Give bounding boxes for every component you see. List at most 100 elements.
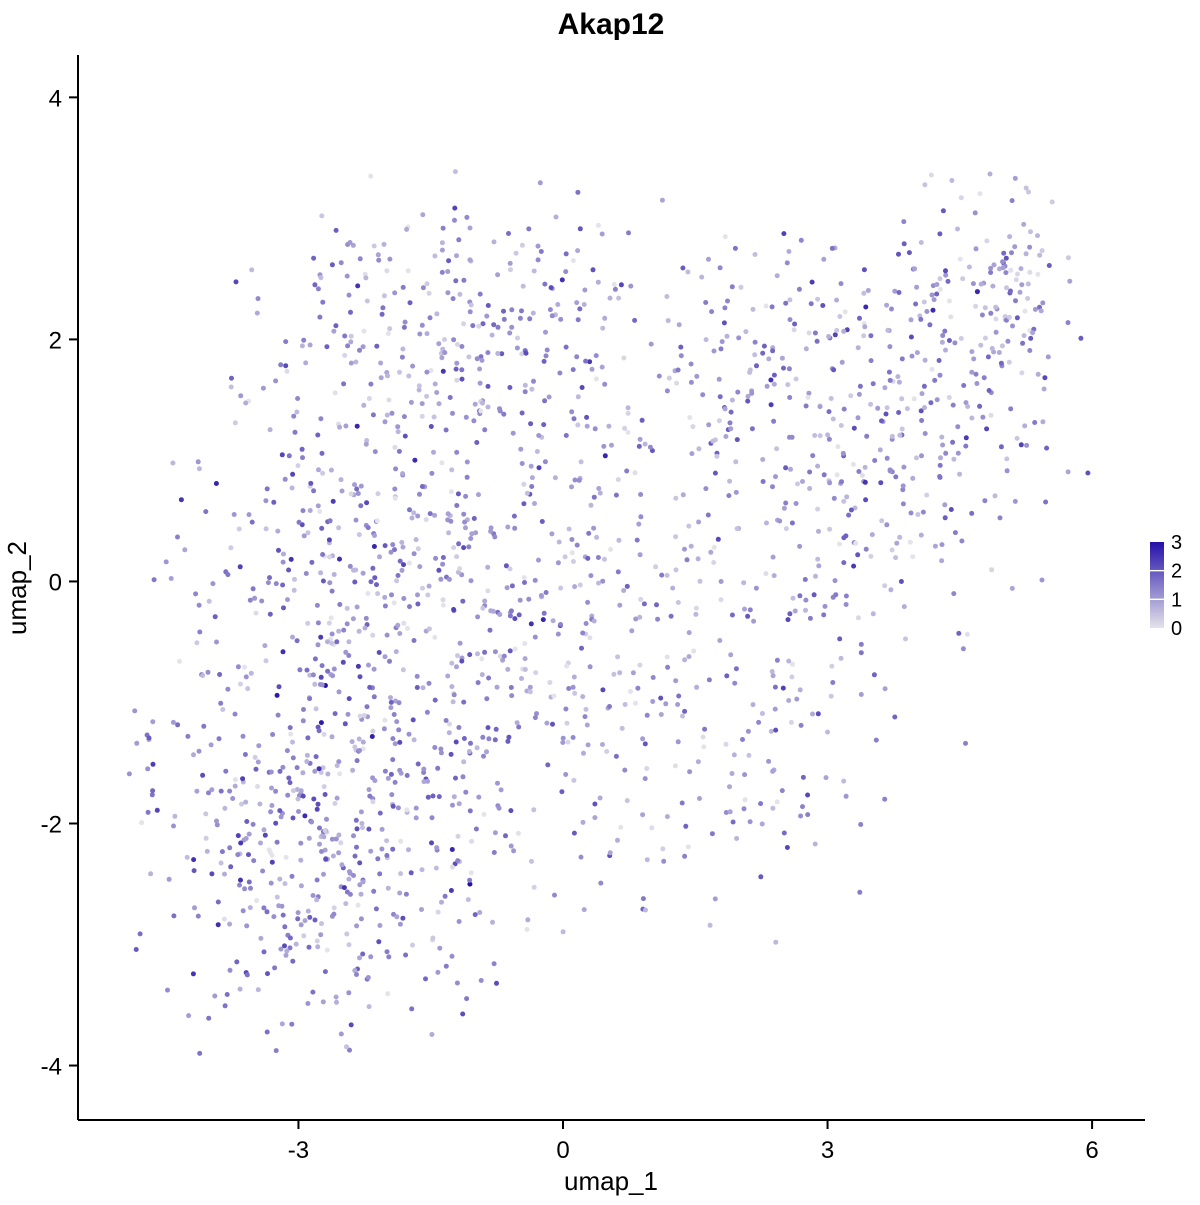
data-point bbox=[848, 507, 854, 513]
data-point bbox=[352, 744, 358, 750]
data-point bbox=[510, 430, 516, 436]
data-point bbox=[937, 474, 943, 479]
data-point bbox=[861, 290, 867, 296]
data-point bbox=[541, 610, 547, 616]
legend-tick-label: 3 bbox=[1171, 532, 1182, 554]
data-point bbox=[348, 309, 353, 315]
data-point bbox=[424, 331, 430, 337]
data-point bbox=[372, 778, 378, 784]
data-point bbox=[334, 763, 340, 769]
data-point bbox=[268, 769, 274, 775]
data-point bbox=[474, 440, 480, 445]
data-point bbox=[315, 944, 321, 950]
data-point bbox=[451, 545, 457, 551]
data-point bbox=[955, 424, 961, 430]
data-point bbox=[939, 542, 945, 548]
data-point bbox=[542, 398, 548, 404]
data-point bbox=[461, 277, 467, 283]
data-point bbox=[741, 580, 747, 586]
data-point bbox=[858, 650, 864, 656]
data-point bbox=[203, 811, 209, 817]
data-point bbox=[625, 410, 631, 416]
data-point bbox=[535, 257, 541, 263]
data-point bbox=[526, 596, 532, 602]
data-point bbox=[394, 578, 400, 584]
data-point bbox=[509, 307, 515, 313]
data-point bbox=[543, 353, 549, 359]
data-point bbox=[560, 735, 566, 741]
data-point bbox=[522, 389, 528, 395]
data-point bbox=[517, 315, 523, 321]
data-point bbox=[380, 305, 386, 311]
data-point bbox=[324, 816, 329, 822]
data-point bbox=[607, 850, 613, 856]
data-point bbox=[581, 750, 586, 756]
data-point bbox=[558, 585, 564, 591]
data-point bbox=[679, 800, 685, 806]
data-point bbox=[354, 486, 360, 492]
data-point bbox=[1009, 585, 1015, 591]
data-point bbox=[512, 646, 518, 652]
data-point bbox=[576, 477, 582, 483]
data-point bbox=[732, 245, 738, 251]
data-point bbox=[522, 667, 528, 672]
data-point bbox=[939, 434, 945, 440]
data-point bbox=[415, 513, 421, 519]
data-point bbox=[781, 365, 786, 371]
data-point bbox=[461, 321, 467, 327]
data-point bbox=[393, 649, 399, 655]
data-point bbox=[805, 812, 811, 818]
data-point bbox=[283, 952, 289, 958]
data-point bbox=[438, 746, 444, 752]
data-point bbox=[536, 557, 541, 563]
data-point bbox=[318, 674, 324, 680]
data-point bbox=[1067, 278, 1073, 284]
data-point bbox=[273, 1048, 279, 1054]
data-point bbox=[842, 309, 848, 315]
data-point bbox=[815, 711, 821, 717]
data-point bbox=[717, 265, 723, 271]
data-point bbox=[984, 426, 990, 432]
data-point bbox=[787, 434, 792, 440]
data-point bbox=[300, 455, 305, 461]
data-point bbox=[212, 993, 218, 999]
data-point bbox=[745, 398, 751, 404]
data-point bbox=[232, 420, 238, 426]
data-point bbox=[350, 616, 356, 622]
data-point bbox=[282, 943, 287, 949]
data-point bbox=[319, 450, 325, 456]
data-point bbox=[896, 251, 901, 257]
data-point bbox=[464, 459, 470, 465]
data-point bbox=[344, 931, 350, 937]
data-point bbox=[336, 689, 342, 695]
data-point bbox=[381, 726, 387, 732]
data-point bbox=[595, 279, 601, 285]
data-point bbox=[973, 246, 979, 252]
data-point bbox=[235, 852, 241, 858]
data-point bbox=[680, 713, 685, 719]
data-point bbox=[918, 316, 924, 322]
data-point bbox=[884, 405, 890, 411]
data-point bbox=[570, 684, 576, 690]
data-point bbox=[287, 725, 293, 731]
data-point bbox=[456, 919, 462, 924]
data-point bbox=[680, 492, 686, 498]
data-point bbox=[821, 256, 827, 262]
data-point bbox=[784, 845, 790, 850]
data-point bbox=[958, 336, 964, 341]
data-point bbox=[332, 801, 338, 806]
data-point bbox=[661, 858, 667, 864]
data-point bbox=[584, 722, 590, 728]
data-point bbox=[377, 554, 382, 560]
data-point bbox=[439, 460, 445, 466]
data-point bbox=[285, 792, 291, 798]
data-point bbox=[449, 847, 455, 852]
data-point bbox=[557, 370, 563, 376]
data-point bbox=[277, 876, 283, 882]
data-point bbox=[454, 980, 460, 986]
data-point bbox=[1026, 189, 1031, 195]
data-point bbox=[519, 242, 525, 248]
data-point bbox=[797, 543, 803, 549]
data-point bbox=[689, 451, 695, 457]
data-point bbox=[973, 303, 979, 309]
